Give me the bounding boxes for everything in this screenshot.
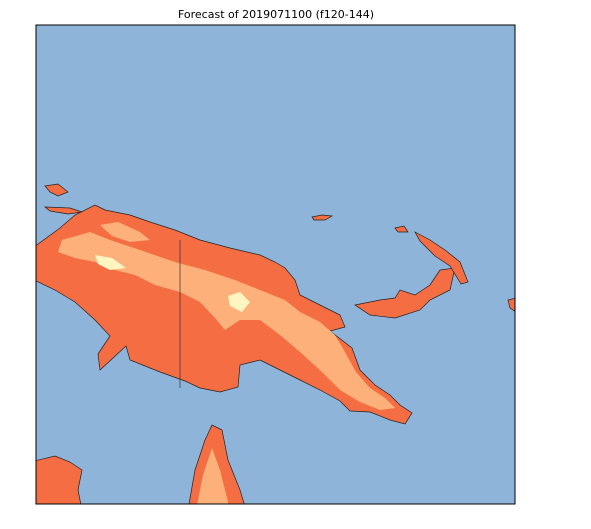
new-guinea-mild-2 [100,222,150,242]
islet-1 [394,225,409,233]
land-layer [36,183,515,504]
plot-frame [35,24,516,505]
cape-york-mild [197,448,229,504]
new-guinea-cool-2 [228,292,250,312]
islet-4 [507,297,515,312]
islet-2 [44,183,69,197]
new-guinea-mild [58,232,395,410]
new-ireland [414,231,469,285]
islet-3 [43,206,83,215]
arnhem [36,455,83,504]
manus [311,214,334,221]
new-guinea-cool-1 [95,255,126,270]
new-britain [354,267,456,319]
map-title: Forecast of 2019071100 (f120-144) [178,8,374,21]
